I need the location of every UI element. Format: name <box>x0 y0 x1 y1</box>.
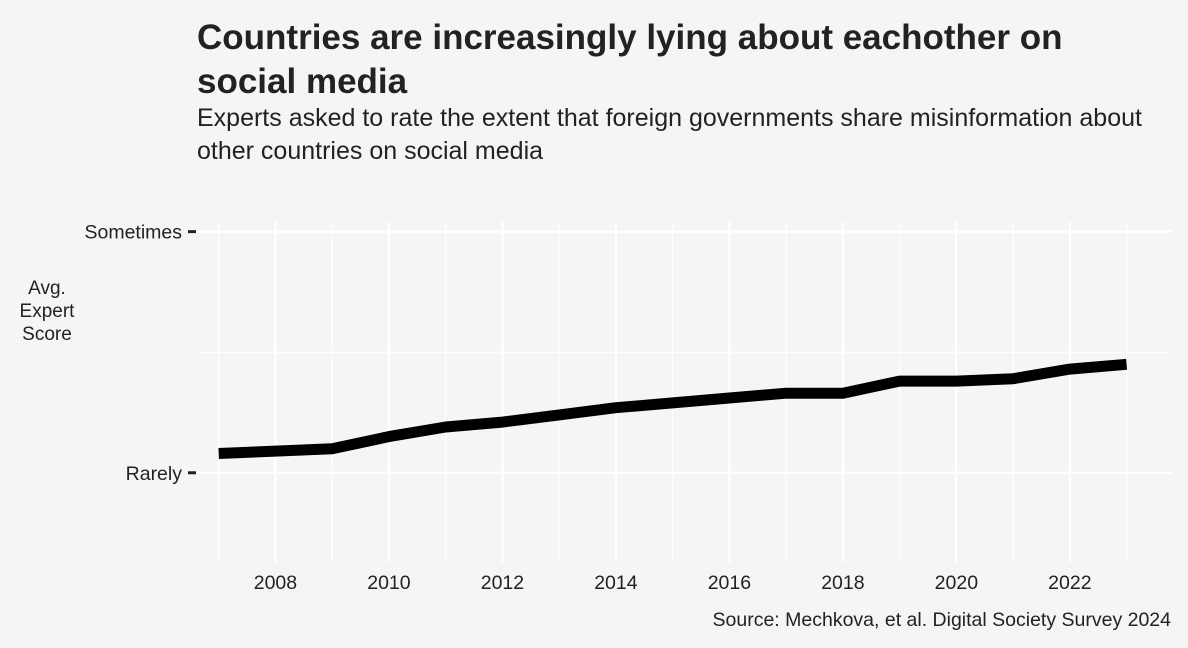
x-tick-label: 2016 <box>708 572 751 594</box>
x-tick-label: 2012 <box>481 572 524 594</box>
x-tick-label: 2014 <box>594 572 638 594</box>
x-tick-label: 2020 <box>935 572 979 594</box>
x-tick-label: 2008 <box>254 572 297 594</box>
series-group <box>218 358 1128 459</box>
y-axis-label-line: Expert <box>19 301 75 322</box>
x-tick-label: 2018 <box>821 572 864 594</box>
y-axis-label-line: Score <box>22 324 72 345</box>
series-line <box>218 358 1128 459</box>
source-caption: Source: Mechkova, et al. Digital Society… <box>712 609 1171 631</box>
chart-subtitle: Experts asked to rate the extent that fo… <box>197 104 1142 165</box>
y-axis-label-line: Avg. <box>28 278 66 299</box>
x-tick-label: 2010 <box>367 572 411 594</box>
y-tick-label: Sometimes <box>84 222 182 244</box>
y-axis: Rarely Sometimes <box>84 222 196 485</box>
major-gridlines <box>196 222 1172 562</box>
minor-gridlines <box>196 222 1172 562</box>
y-axis-label: Avg. Expert Score <box>4 277 90 346</box>
chart-title: Countries are increasingly lying about e… <box>197 18 1063 101</box>
y-tick-label: Rarely <box>126 463 183 485</box>
x-tick-label: 2022 <box>1048 572 1091 594</box>
x-axis: 2008 2010 2012 2014 2016 2018 2020 2022 <box>254 572 1092 594</box>
